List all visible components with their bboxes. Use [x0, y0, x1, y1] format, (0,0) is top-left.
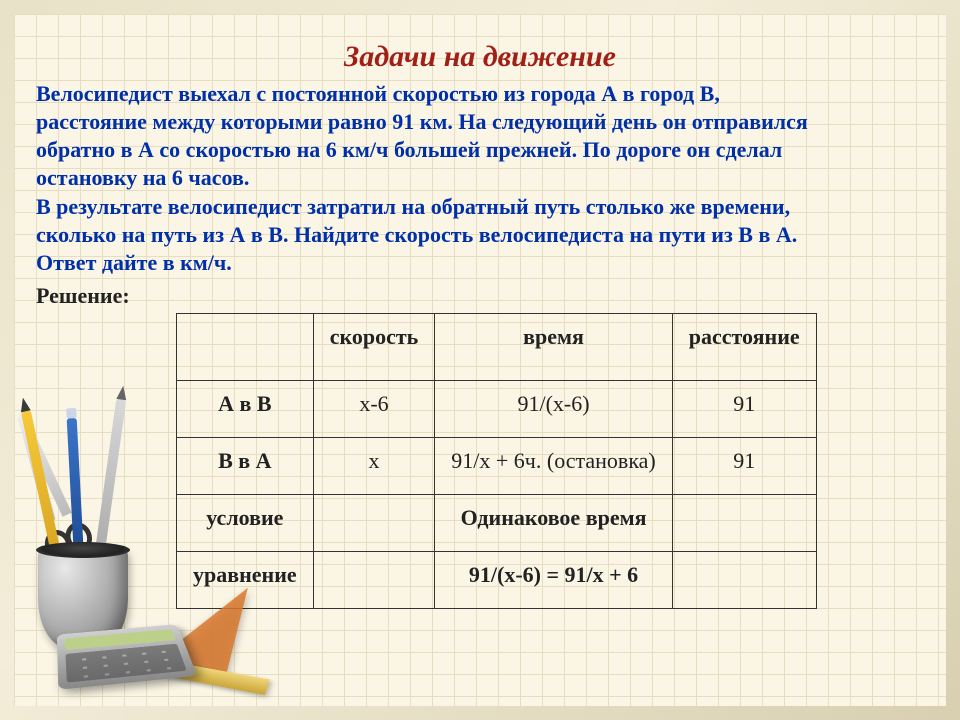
cell: 91/(х-6)	[435, 381, 672, 438]
col-empty	[177, 314, 314, 381]
calculator-icon	[57, 624, 197, 690]
cell: х-6	[313, 381, 435, 438]
problem-line: В результате велосипедист затратил на об…	[36, 194, 790, 219]
table-row: условие Одинаковое время	[177, 495, 817, 552]
table-header-row: скорость время расстояние	[177, 314, 817, 381]
solution-table: скорость время расстояние А в В х-6 91/(…	[176, 313, 817, 609]
cell: 91	[672, 381, 816, 438]
problem-line: обратно в А со скоростью на 6 км/ч больш…	[36, 137, 782, 162]
problem-line: сколько на путь из А в В. Найдите скорос…	[36, 222, 797, 247]
table-row: А в В х-6 91/(х-6) 91	[177, 381, 817, 438]
table-row: В в А х 91/х + 6ч. (остановка) 91	[177, 438, 817, 495]
page-title: Задачи на движение	[36, 40, 924, 74]
cell	[672, 552, 816, 609]
col-speed: скорость	[313, 314, 435, 381]
problem-line: остановку на 6 часов.	[36, 165, 249, 190]
table-row: уравнение 91/(х-6) = 91/х + 6	[177, 552, 817, 609]
cell: Одинаковое время	[435, 495, 672, 552]
stationery-decor	[18, 388, 228, 698]
problem-text: Велосипедист выехал с постоянной скорост…	[36, 80, 924, 277]
cell	[672, 495, 816, 552]
cell: 91	[672, 438, 816, 495]
problem-line: Ответ дайте в км/ч.	[36, 250, 232, 275]
problem-line: расстояние между которыми равно 91 км. Н…	[36, 109, 808, 134]
col-distance: расстояние	[672, 314, 816, 381]
cell	[313, 552, 435, 609]
cell	[313, 495, 435, 552]
cell: 91/(х-6) = 91/х + 6	[435, 552, 672, 609]
col-time: время	[435, 314, 672, 381]
solution-label: Решение:	[36, 283, 924, 309]
problem-line: Велосипедист выехал с постоянной скорост…	[36, 81, 720, 106]
pencil-icon	[94, 399, 126, 559]
cell: 91/х + 6ч. (остановка)	[435, 438, 672, 495]
cell: х	[313, 438, 435, 495]
